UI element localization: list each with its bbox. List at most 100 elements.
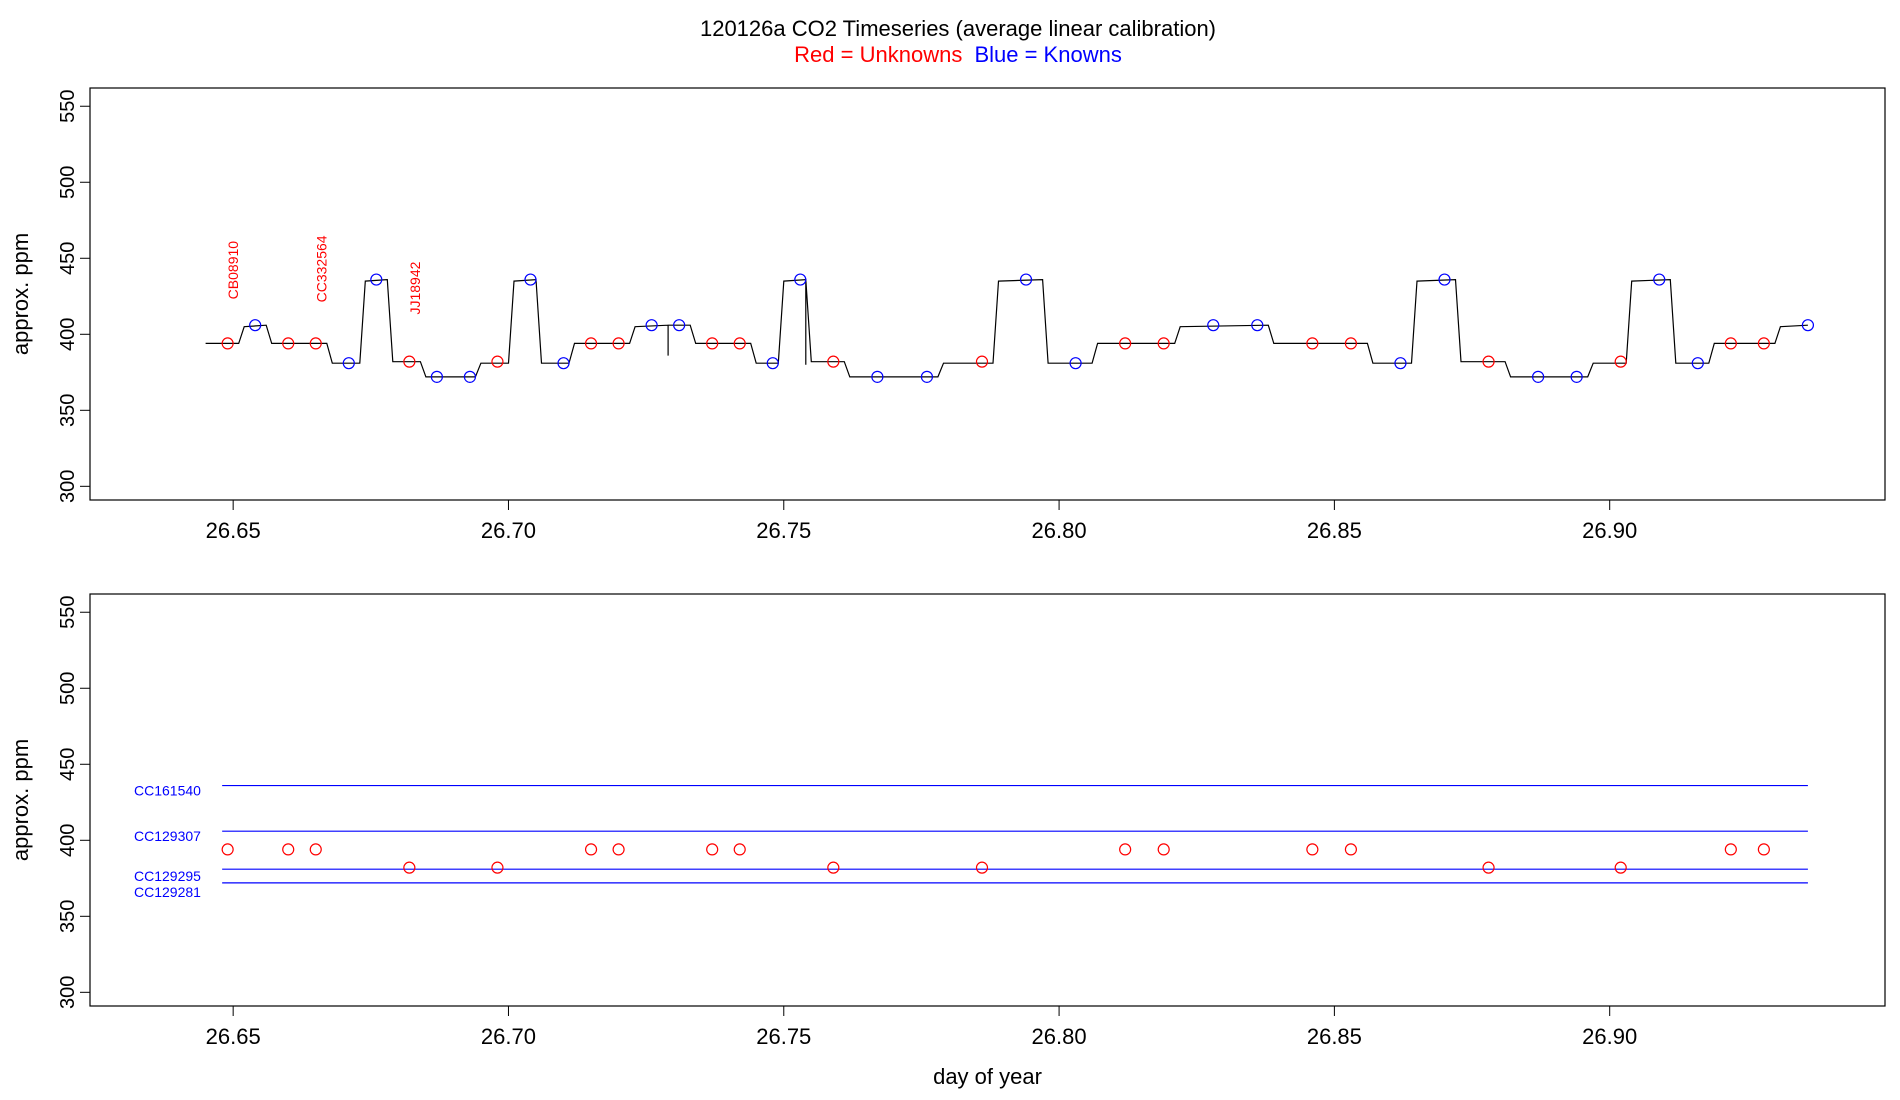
- reference-line-label: CC161540: [134, 783, 201, 799]
- y-tick-label: 500: [57, 166, 79, 199]
- sample-annotation: CB08910: [225, 241, 241, 300]
- x-tick-label: 26.90: [1582, 518, 1637, 543]
- unknown-point: [1157, 843, 1170, 856]
- x-tick-label: 26.90: [1582, 1024, 1637, 1049]
- y-tick-label: 450: [57, 748, 79, 781]
- unknown-point: [221, 337, 234, 350]
- unknown-point: [1614, 355, 1627, 368]
- unknown-point: [1724, 337, 1737, 350]
- x-tick-label: 26.65: [206, 518, 261, 543]
- known-point: [1801, 319, 1815, 332]
- unknown-point: [403, 355, 416, 368]
- unknown-point: [221, 843, 234, 856]
- unknown-point: [491, 355, 504, 368]
- unknown-point: [1157, 337, 1170, 350]
- x-tick-label: 26.80: [1032, 518, 1087, 543]
- unknown-point: [584, 843, 598, 856]
- unknown-point: [1344, 843, 1358, 856]
- x-tick-label: 26.85: [1307, 518, 1362, 543]
- known-point: [249, 319, 262, 332]
- unknown-point: [975, 355, 989, 368]
- known-point: [1251, 319, 1264, 332]
- sample-annotation: CC332564: [313, 235, 329, 302]
- known-point: [766, 357, 779, 370]
- y-axis-label: approx. ppm: [8, 739, 33, 861]
- known-point: [1019, 273, 1033, 286]
- y-tick-label: 300: [57, 976, 79, 1009]
- known-point: [370, 273, 383, 286]
- unknown-point: [491, 861, 504, 874]
- y-tick-label: 450: [57, 242, 79, 275]
- figure-title: 120126a CO2 Timeseries (average linear c…: [700, 16, 1216, 41]
- known-point: [1653, 273, 1666, 286]
- known-point: [1069, 357, 1082, 370]
- plot-frame: [89, 87, 1886, 501]
- known-point: [1394, 357, 1407, 370]
- reference-line-label: CC129281: [134, 884, 201, 900]
- unknown-point: [403, 861, 416, 874]
- x-tick-label: 26.75: [756, 518, 811, 543]
- y-tick-label: 400: [57, 318, 79, 351]
- known-point: [557, 357, 570, 370]
- x-axis-label: day of year: [933, 1064, 1042, 1089]
- x-tick-label: 26.75: [756, 1024, 811, 1049]
- unknown-point: [282, 337, 295, 350]
- unknown-point: [612, 337, 625, 350]
- known-point: [1438, 273, 1451, 286]
- y-tick-label: 500: [57, 672, 79, 705]
- x-tick-label: 26.70: [481, 518, 536, 543]
- reference-line-label: CC129307: [134, 828, 201, 844]
- unknown-point: [1724, 843, 1737, 856]
- unknown-point: [827, 355, 840, 368]
- y-tick-label: 350: [57, 900, 79, 933]
- known-point: [1691, 357, 1704, 370]
- unknown-point: [1119, 337, 1132, 350]
- x-tick-label: 26.80: [1032, 1024, 1087, 1049]
- known-point: [463, 370, 477, 383]
- bottom-panel: 300 350 400 450 500 550 approx. ppm 26.65 26.70 2…: [8, 593, 1886, 1089]
- y-axis-label: approx. ppm: [8, 233, 33, 355]
- subtitle-knowns: Blue = Knowns: [974, 42, 1121, 67]
- y-tick-label: 550: [57, 596, 79, 629]
- unknown-point: [1482, 861, 1495, 874]
- figure-subtitle: Red = Unknowns Blue = Knowns: [794, 42, 1122, 67]
- unknown-point: [612, 843, 625, 856]
- plot-frame: [89, 593, 1886, 1007]
- known-point: [1570, 370, 1583, 383]
- known-point: [1207, 319, 1220, 332]
- y-tick-label: 300: [57, 470, 79, 503]
- unknown-point: [1757, 337, 1770, 350]
- known-point: [871, 370, 884, 383]
- top-panel: 300 350 400 450 500 550 approx. ppm 26.65 26.70 2…: [8, 87, 1886, 543]
- known-point: [1532, 370, 1545, 383]
- unknown-point: [584, 337, 598, 350]
- unknown-point: [309, 337, 322, 350]
- y-tick-label: 400: [57, 824, 79, 857]
- unknown-point: [827, 861, 840, 874]
- known-point: [645, 319, 658, 332]
- unknown-point: [975, 861, 989, 874]
- unknown-point: [1119, 843, 1132, 856]
- unknown-point: [309, 843, 322, 856]
- x-tick-label: 26.85: [1307, 1024, 1362, 1049]
- known-point: [342, 357, 355, 370]
- known-point: [673, 319, 686, 332]
- unknown-point: [1306, 337, 1319, 350]
- unknown-point: [733, 337, 746, 350]
- known-point: [920, 370, 934, 383]
- x-tick-label: 26.65: [206, 1024, 261, 1049]
- known-point: [524, 273, 537, 286]
- unknown-point: [733, 843, 746, 856]
- unknown-point: [1482, 355, 1495, 368]
- sample-annotation: JJ18942: [407, 261, 423, 314]
- unknown-point: [706, 843, 719, 856]
- subtitle-unknowns: Red = Unknowns: [794, 42, 962, 67]
- unknown-point: [1344, 337, 1358, 350]
- y-tick-label: 550: [57, 90, 79, 123]
- series-trace-line: [205, 278, 1808, 378]
- y-tick-label: 350: [57, 394, 79, 427]
- unknown-point: [1306, 843, 1319, 856]
- known-point: [430, 370, 443, 383]
- known-point: [794, 273, 807, 286]
